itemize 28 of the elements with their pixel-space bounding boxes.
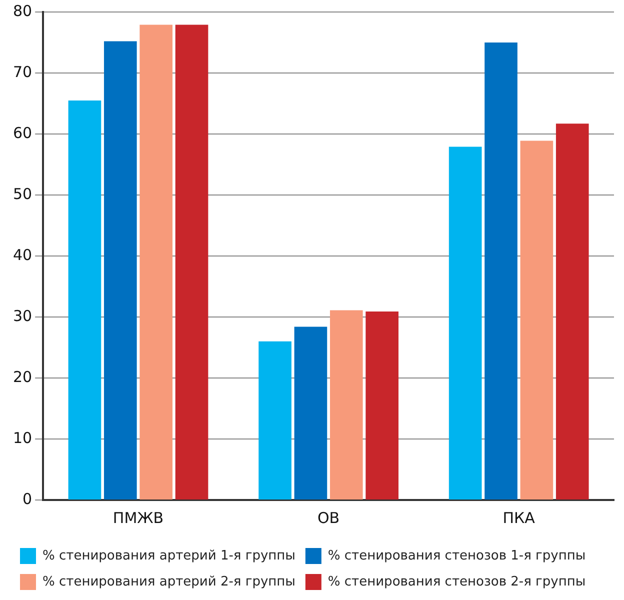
bar <box>258 341 292 500</box>
bar <box>68 100 102 500</box>
bar <box>140 24 172 500</box>
bar <box>520 140 554 500</box>
bar <box>484 42 518 500</box>
x-tick-label: ПМЖВ <box>112 508 164 527</box>
legend-label: % стенирования артерий 1-я группы <box>42 548 296 564</box>
y-tick-label: 0 <box>22 490 32 508</box>
bar <box>175 24 208 500</box>
y-tick-label: 40 <box>12 246 32 264</box>
bar <box>104 41 137 500</box>
y-tick-label: 70 <box>12 62 32 81</box>
bar <box>330 310 363 500</box>
x-tick-label: ОВ <box>317 508 340 527</box>
bar <box>448 146 482 500</box>
y-tick-label: 20 <box>12 368 32 386</box>
legend-label: % стенирования стенозов 1-я группы <box>328 548 586 564</box>
bar <box>556 124 589 500</box>
bar <box>294 326 328 500</box>
x-tick-label: ПКА <box>502 508 536 527</box>
y-tick-label: 50 <box>12 184 32 203</box>
y-tick-label: 10 <box>12 428 32 447</box>
legend-label: % стенирования стенозов 2-я группы <box>328 574 586 590</box>
bar <box>366 312 398 500</box>
legend-label: % стенирования артерий 2-я группы <box>42 574 296 590</box>
y-tick-label: 30 <box>12 306 32 325</box>
y-tick-label: 80 <box>12 2 32 20</box>
y-tick-label: 60 <box>12 124 32 142</box>
